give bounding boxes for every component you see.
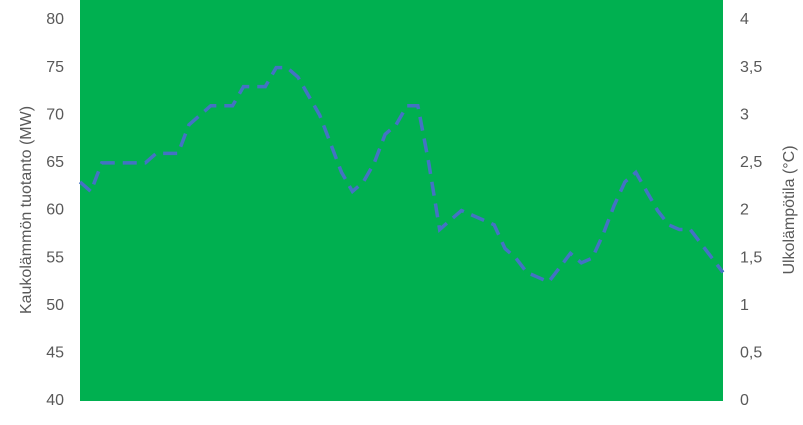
- y-tick-label: 70: [46, 106, 64, 123]
- temperature-line: [78, 65, 725, 285]
- y2-tick-label: 4: [740, 11, 749, 28]
- y-tick-label: 80: [46, 11, 64, 28]
- y-tick-label: 50: [46, 297, 64, 314]
- y-tick-label: 55: [46, 249, 64, 266]
- y2-tick-label: 0,5: [740, 345, 762, 362]
- y2-tick-label: 3: [740, 106, 749, 123]
- y-tick-label: 45: [46, 345, 64, 362]
- y2-tick-label: 0: [740, 392, 749, 409]
- y-tick-label: 60: [46, 202, 64, 219]
- y2-tick-label: 2: [740, 202, 749, 219]
- y2-tick-label: 2,5: [740, 154, 762, 171]
- area: [80, 0, 723, 401]
- y-axis-title: Kaukolämmön tuotanto (MW): [18, 106, 35, 314]
- y-tick-label: 65: [46, 154, 64, 171]
- y2-tick-label: 1: [740, 297, 749, 314]
- y-tick-label: 40: [46, 392, 64, 409]
- y2-axis-title: Ulkolämpötila (°C): [781, 145, 798, 274]
- y2-tick-label: 3,5: [740, 59, 762, 76]
- y-tick-label: 75: [46, 59, 64, 76]
- y2-tick-label: 1,5: [740, 249, 762, 266]
